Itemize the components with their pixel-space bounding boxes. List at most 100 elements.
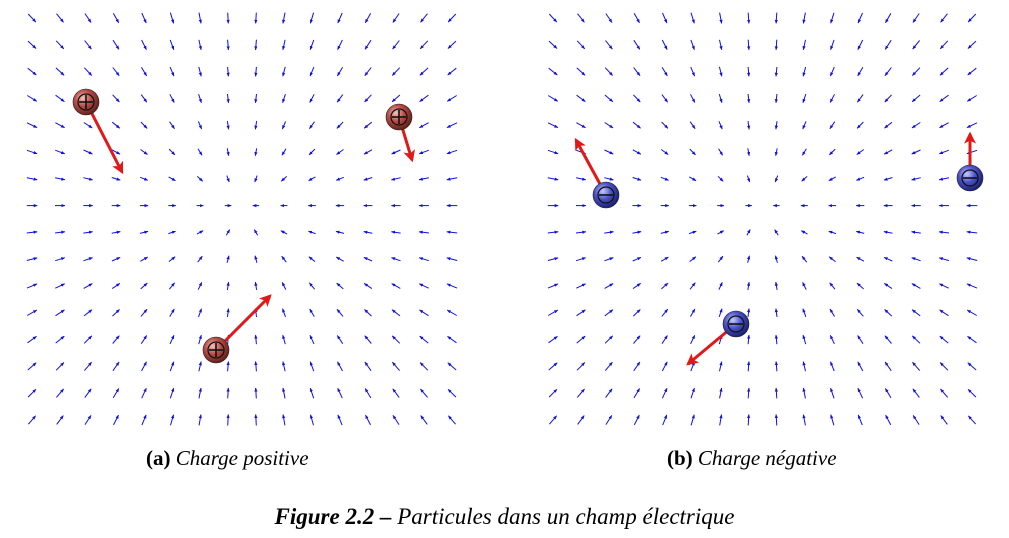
particle-top-right [385, 103, 415, 163]
field-arrow [55, 283, 66, 289]
field-arrow [26, 122, 38, 129]
field-arrow [391, 309, 401, 317]
field-arrow [938, 257, 950, 262]
field-arrow [605, 415, 613, 425]
field-arrow [83, 257, 93, 262]
field-arrow [548, 13, 558, 23]
particle-right [956, 131, 984, 192]
field-arrow [911, 177, 921, 181]
field-arrow [169, 282, 175, 290]
field-arrow [576, 362, 586, 371]
field-arrow [447, 388, 457, 398]
field-arrow [169, 361, 175, 372]
field-arrow [660, 176, 669, 181]
field-arrow [254, 66, 258, 77]
field-arrow [938, 149, 949, 155]
field-arrow [226, 12, 230, 24]
field-arrow [747, 12, 751, 24]
field-arrow [885, 414, 892, 426]
field-arrow [604, 309, 614, 317]
field-arrow [254, 12, 258, 24]
field-arrow [857, 39, 864, 50]
field-arrow [84, 40, 92, 50]
field-arrow [83, 177, 93, 181]
field-arrow [828, 256, 836, 262]
field-arrow [169, 387, 175, 399]
field-arrow [604, 122, 614, 129]
subcaption-a-tag: (a) [146, 446, 171, 470]
field-arrow [84, 415, 92, 425]
field-arrow [690, 414, 695, 426]
field-arrow [830, 39, 835, 51]
field-arrow [446, 283, 458, 289]
field-arrow [966, 230, 978, 234]
field-arrow [661, 387, 668, 399]
field-arrow [855, 230, 865, 234]
field-arrow [363, 256, 373, 262]
vector-field-negative [547, 12, 984, 426]
field-arrow [254, 255, 258, 263]
field-arrow [912, 13, 920, 23]
plus-icon [390, 108, 408, 126]
field-arrow [605, 40, 613, 50]
field-arrow [774, 361, 778, 372]
field-arrow [140, 308, 148, 317]
field-arrow [448, 415, 456, 425]
field-arrow [632, 121, 641, 129]
field-arrow [336, 149, 344, 155]
field-arrow [419, 309, 429, 317]
field-arrow [911, 335, 921, 344]
field-arrow [801, 255, 808, 263]
field-arrow [225, 229, 231, 236]
field-arrow [112, 39, 120, 50]
field-arrow [967, 40, 977, 49]
field-arrow [856, 176, 865, 181]
field-arrow [774, 229, 779, 236]
field-arrow [27, 95, 38, 102]
field-arrow [719, 361, 723, 372]
field-arrow [55, 230, 66, 234]
field-arrow [774, 334, 778, 345]
field-arrow [938, 230, 950, 234]
field-arrow [27, 362, 37, 371]
panel-positive-charge [0, 0, 500, 440]
field-arrow [747, 93, 751, 104]
field-arrow [111, 149, 121, 155]
field-arrow [392, 40, 400, 50]
field-arrow [661, 121, 669, 129]
field-arrow [689, 282, 696, 290]
field-arrow [83, 149, 93, 155]
field-arrow [548, 388, 558, 398]
subcaption-a: (a) Charge positive [146, 446, 309, 471]
field-arrow [857, 12, 863, 24]
field-arrow [830, 387, 835, 399]
field-arrow [829, 282, 836, 290]
field-arrow [966, 309, 978, 316]
field-arrow [55, 122, 65, 129]
field-arrow [719, 12, 723, 24]
field-arrow [140, 335, 148, 344]
field-arrow [689, 256, 697, 262]
field-arrow [829, 334, 835, 345]
field-arrow [337, 39, 343, 50]
field-arrow [418, 257, 429, 262]
field-arrow [802, 334, 807, 345]
field-arrow [392, 388, 400, 398]
field-arrow [940, 415, 948, 425]
field-arrow [548, 335, 558, 344]
field-arrow [912, 388, 920, 398]
field-arrow [447, 335, 457, 344]
field-arrow [746, 148, 751, 157]
field-arrow [198, 387, 202, 399]
field-arrow [774, 255, 778, 263]
field-arrow [967, 362, 977, 371]
field-arrow [26, 149, 38, 155]
field-arrow [364, 335, 372, 344]
field-arrow [309, 121, 315, 130]
minus-icon [961, 169, 979, 187]
field-arrow [604, 335, 614, 344]
field-arrow [83, 122, 93, 129]
field-arrow [885, 12, 892, 24]
field-arrow [391, 335, 401, 344]
field-arrow [281, 148, 287, 156]
